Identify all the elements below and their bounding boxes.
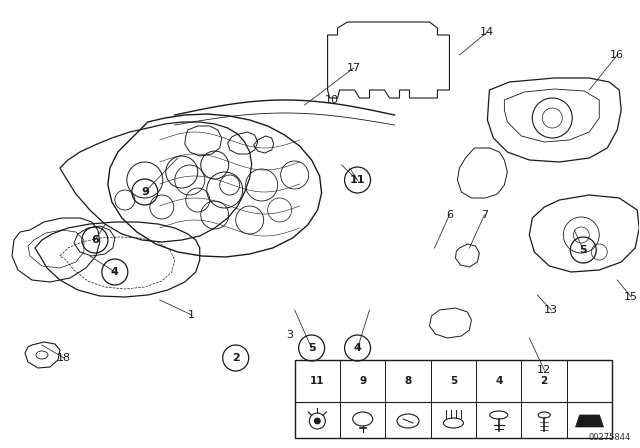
Text: 2: 2 bbox=[541, 376, 548, 386]
Text: 9: 9 bbox=[359, 376, 366, 386]
Text: 11: 11 bbox=[310, 376, 324, 386]
Text: 2: 2 bbox=[232, 353, 239, 363]
Text: 7: 7 bbox=[481, 210, 488, 220]
Text: 14: 14 bbox=[481, 27, 495, 37]
Text: 11: 11 bbox=[350, 175, 365, 185]
Bar bbox=[294, 360, 612, 438]
Text: 5: 5 bbox=[450, 376, 457, 386]
Text: 15: 15 bbox=[624, 292, 638, 302]
Text: 17: 17 bbox=[346, 63, 360, 73]
Text: 5: 5 bbox=[308, 343, 316, 353]
Polygon shape bbox=[575, 415, 604, 427]
Text: 6: 6 bbox=[446, 210, 453, 220]
Text: 13: 13 bbox=[544, 305, 558, 315]
Text: 1: 1 bbox=[188, 310, 195, 320]
Text: 12: 12 bbox=[537, 365, 552, 375]
Text: 3: 3 bbox=[286, 330, 293, 340]
Text: 9: 9 bbox=[141, 187, 148, 197]
Text: 18: 18 bbox=[57, 353, 71, 363]
Text: 4: 4 bbox=[495, 376, 502, 386]
Text: 00275844: 00275844 bbox=[589, 433, 631, 442]
Text: 16: 16 bbox=[610, 50, 624, 60]
Text: 4: 4 bbox=[354, 343, 362, 353]
Text: 10: 10 bbox=[324, 95, 339, 105]
Circle shape bbox=[314, 418, 320, 424]
Text: 4: 4 bbox=[111, 267, 119, 277]
Text: 8: 8 bbox=[404, 376, 412, 386]
Text: 6: 6 bbox=[91, 235, 99, 245]
Text: 5: 5 bbox=[579, 245, 587, 255]
